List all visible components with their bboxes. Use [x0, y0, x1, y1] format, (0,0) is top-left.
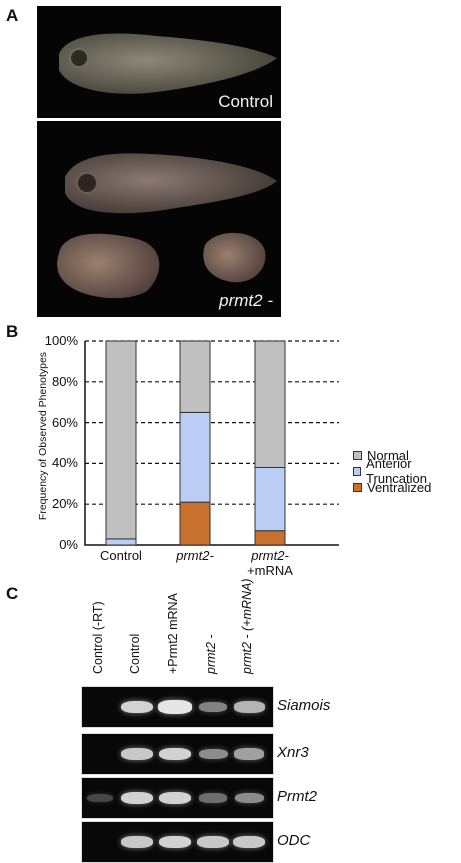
gene-label: Prmt2	[277, 788, 318, 805]
legend-entry: Ventralized	[353, 479, 461, 495]
gel-xnr3	[81, 733, 274, 775]
legend-label: Normal	[367, 447, 409, 463]
bar-segment-normal	[254, 340, 286, 468]
gel-band	[87, 793, 113, 803]
bar-segment-ventralized	[179, 501, 211, 546]
gene-label: Siamois	[277, 697, 331, 714]
y-tick-label: 0%	[59, 537, 78, 552]
panel-a-label: A	[6, 6, 19, 25]
gel-band	[121, 747, 153, 761]
gel-siamois	[81, 686, 274, 728]
panel-c-label: C	[6, 584, 19, 603]
bar-segment-normal	[179, 340, 211, 413]
y-tick-label: 40%	[51, 455, 78, 471]
gel-band	[199, 793, 227, 803]
gel-band	[197, 835, 229, 849]
gel-band	[233, 835, 265, 849]
control-caption: Control	[218, 92, 273, 111]
control-embryo-photo: Control	[37, 6, 281, 118]
phenotype-bar-chart	[84, 340, 339, 546]
gel-prmt2	[81, 777, 274, 819]
prmt2-caption: prmt2 -	[219, 291, 273, 310]
y-tick-label: 80%	[51, 373, 78, 389]
lane-label: Control (-RT)	[91, 601, 105, 674]
prmt2-embryo-image	[57, 153, 277, 299]
bar-segment-ventralized	[254, 530, 286, 546]
gel-band	[234, 792, 264, 804]
chart-axes	[84, 341, 339, 546]
legend-label: Ventralized	[367, 479, 432, 495]
gel-band	[121, 835, 153, 849]
legend-label: Anterior Truncation	[366, 456, 427, 486]
lane-label: prmt2 -	[204, 634, 218, 674]
panel-b-label: B	[6, 322, 19, 341]
lane-label: +Prmt2 mRNA	[166, 593, 180, 674]
gel-band	[158, 700, 192, 714]
gel-band	[234, 748, 264, 760]
y-tick-label: 20%	[51, 496, 78, 512]
prmt2-embryo-photo: prmt2 -	[37, 121, 281, 317]
gene-label: Xnr3	[277, 744, 309, 761]
gel-band	[158, 747, 192, 761]
gel-band	[158, 835, 192, 849]
legend-swatch	[353, 450, 362, 460]
gel-band	[158, 791, 192, 805]
legend-swatch	[353, 482, 362, 492]
chart-legend: Normal Anterior Truncation Ventralized	[353, 447, 461, 495]
control-embryo-image	[59, 33, 277, 94]
lane-label: Control	[128, 633, 142, 674]
y-tick-label: 100%	[44, 333, 78, 348]
x-category-label: prmt2- +mRNA	[247, 548, 293, 578]
bar-segment-anterior-truncation	[179, 411, 211, 503]
bar-segment-normal	[105, 340, 137, 540]
y-tick-label: 60%	[51, 414, 78, 430]
gel-band	[120, 791, 154, 805]
gel-band	[198, 748, 228, 760]
legend-entry: Anterior Truncation	[353, 456, 461, 486]
lane-label: prmt2 - (+mRNA)	[240, 578, 254, 675]
legend-swatch	[353, 466, 362, 476]
x-category-label: Control	[100, 548, 142, 563]
legend-entry: Normal	[353, 447, 461, 463]
gel-band	[120, 700, 154, 714]
gel-band	[233, 701, 265, 713]
gene-label: ODC	[277, 832, 311, 849]
bar-segment-anterior-truncation	[105, 538, 137, 546]
gel-band	[198, 701, 228, 713]
x-category-label: prmt2-	[176, 548, 214, 563]
gel-odc	[81, 821, 274, 863]
bar-segment-anterior-truncation	[254, 466, 286, 532]
